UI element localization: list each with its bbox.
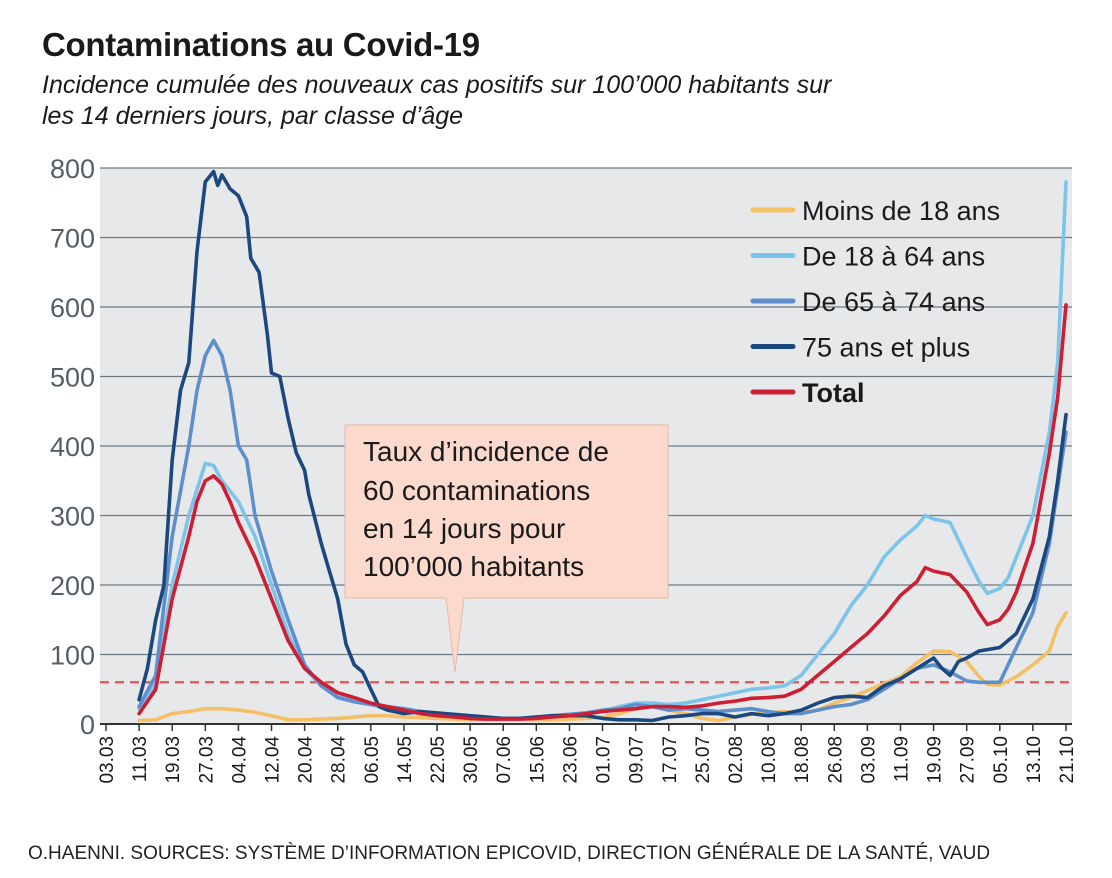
x-tick-label: 05.10 [991,736,1012,784]
x-axis-ticks: 03.03 11.03 19.03 27.03 04.04 12.04 20.04 28.04… [97,724,1078,784]
x-tick-label: 21.10 [1057,736,1078,784]
x-tick-label: 04.04 [229,736,250,784]
x-tick-label: 18.08 [792,736,813,784]
series-line-moins-de-18-ans [137,611,1068,723]
y-tick-label: 600 [50,293,95,323]
x-tick-label: 03.03 [97,736,118,784]
x-tick-label: 19.09 [925,736,946,784]
x-tick-label: 11.03 [130,736,151,782]
annotation-box [344,424,669,673]
series-layer [137,169,1068,723]
legend-label: De 18 à 64 ans [802,242,985,272]
x-tick-label: 02.08 [726,736,747,784]
x-tick-label: 15.06 [527,736,548,784]
legend-label: 75 ans et plus [802,333,970,363]
y-tick-label: 0 [80,710,95,740]
x-tick-label: 03.09 [858,736,879,784]
y-tick-label: 400 [50,432,95,462]
x-tick-label: 10.08 [759,736,780,784]
x-tick-label: 13.10 [1024,736,1045,784]
x-tick-label: 27.09 [958,736,979,784]
x-tick-label: 23.06 [560,736,581,784]
subtitle-line-2: les 14 derniers jours, par classe d’âge [42,102,464,130]
x-tick-label: 06.05 [362,736,383,784]
x-tick-label: 17.07 [660,736,681,784]
x-tick-label: 09.07 [627,736,648,784]
annotation-line-3: en 14 jours pour [363,513,565,544]
y-axis-ticks: 0 100 200 300 400 500 600 700 800 [50,154,95,740]
source-note: O.HAENNI. SOURCES: SYSTÈME D’INFORMATION… [28,843,991,864]
x-tick-label: 07.06 [494,736,515,784]
x-tick-label: 22.05 [428,736,449,784]
legend-label: De 65 à 74 ans [802,287,985,317]
y-tick-label: 500 [50,363,95,393]
chart-subtitle: Incidence cumulée des nouveaux cas posit… [42,70,1042,132]
x-tick-label: 20.04 [296,736,317,784]
y-tick-label: 800 [50,154,95,184]
chart-title: Contaminations au Covid-19 [42,26,480,63]
x-tick-label: 11.09 [891,736,912,782]
legend-label: Total [802,378,865,408]
series-line-total [137,303,1068,721]
annotation-callout: Taux d’incidence de 60 contaminations en… [344,424,669,673]
x-tick-label: 12.04 [263,736,284,784]
annotation-line-4: 100’000 habitants [363,551,584,582]
y-tick-label: 700 [50,224,95,254]
annotation-line-1: Taux d’incidence de [363,436,609,467]
y-tick-label: 100 [50,641,95,671]
x-tick-label: 25.07 [693,736,714,784]
y-tick-label: 200 [50,571,95,601]
series-line-75-ans-et-plus [137,169,1068,723]
x-tick-label: 01.07 [594,736,615,784]
legend: Moins de 18 ans De 18 à 64 ans De 65 à 74 … [750,196,1000,408]
y-tick-label: 300 [50,502,95,532]
x-tick-label: 14.05 [395,736,416,784]
x-tick-label: 27.03 [196,736,217,784]
x-tick-label: 28.04 [329,736,350,784]
subtitle-line-1: Incidence cumulée des nouveaux cas posit… [42,71,832,99]
x-tick-label: 19.03 [163,736,184,784]
legend-label: Moins de 18 ans [802,196,1000,226]
annotation-line-2: 60 contaminations [363,475,590,506]
x-tick-label: 26.08 [825,736,846,784]
x-tick-label: 30.05 [461,736,482,784]
